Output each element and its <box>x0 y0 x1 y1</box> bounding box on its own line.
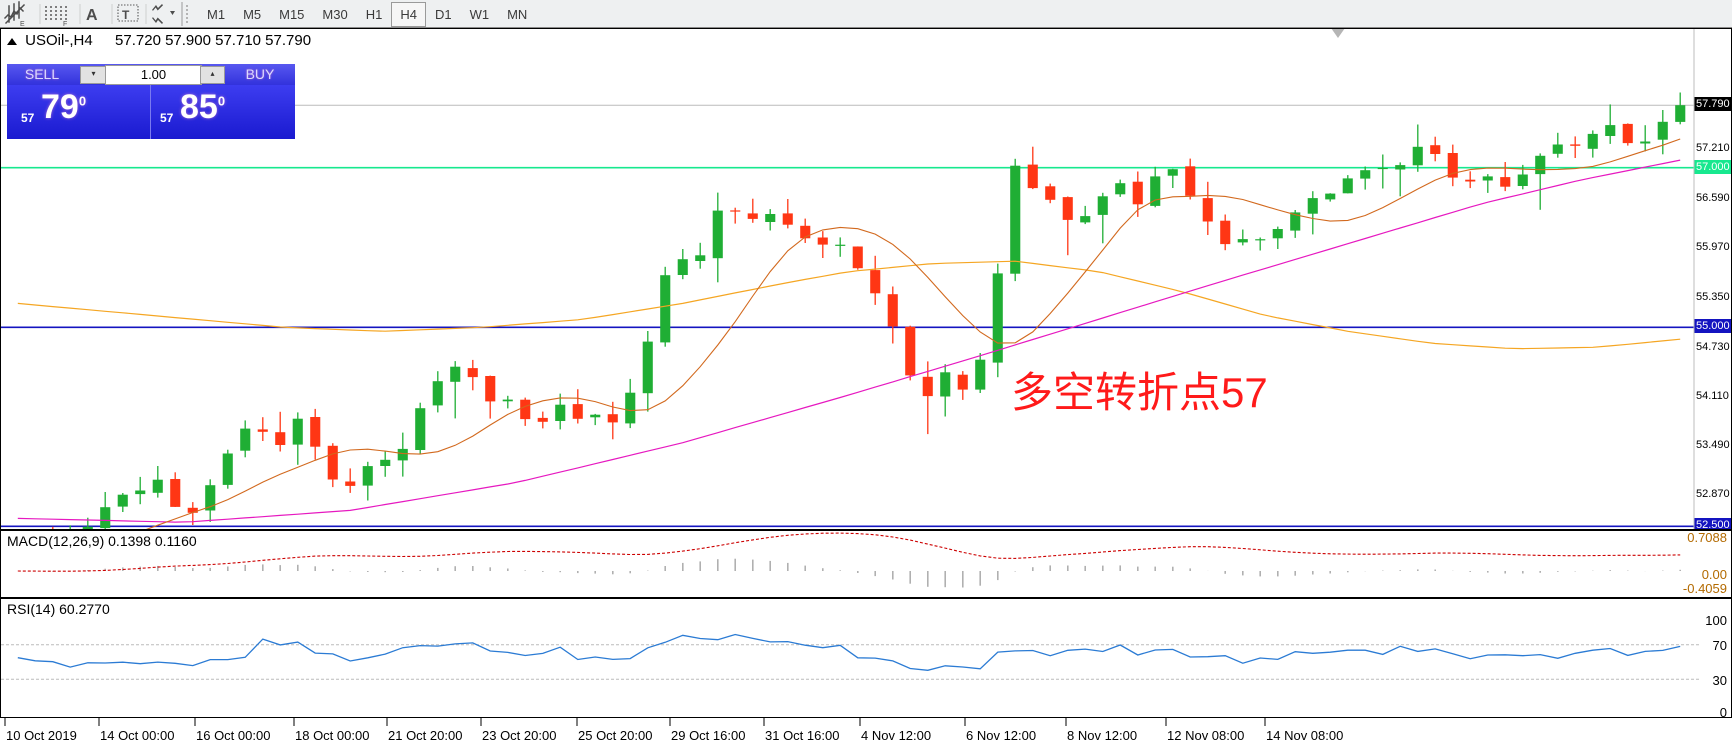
svg-text:E: E <box>20 21 25 28</box>
svg-text:A: A <box>86 7 98 24</box>
svg-text:T: T <box>122 8 130 22</box>
svg-text:F: F <box>63 21 67 28</box>
